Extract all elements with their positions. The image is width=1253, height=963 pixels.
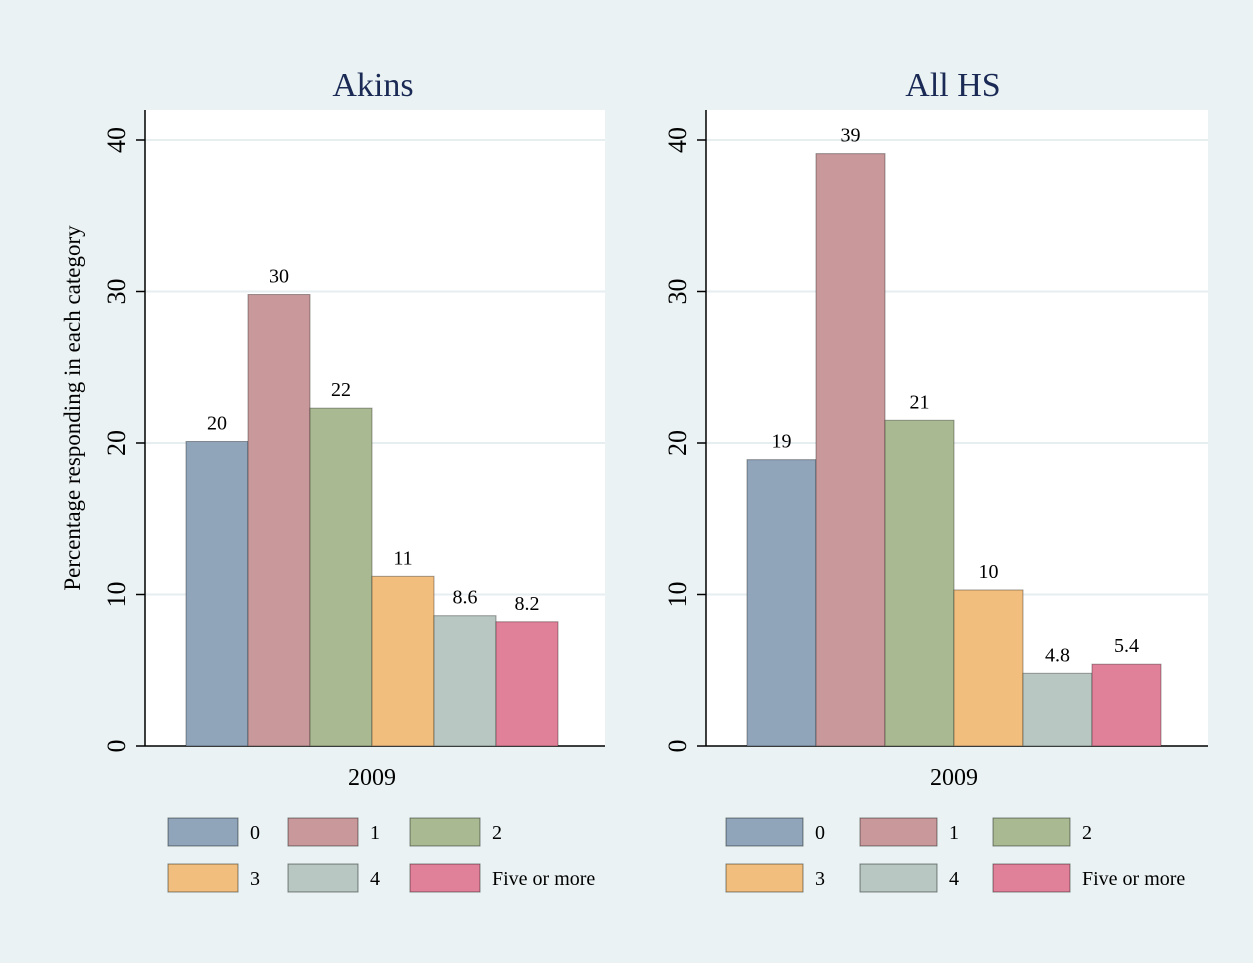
legend-swatch: [287, 863, 359, 893]
legend-label: 1: [370, 822, 380, 844]
bar-0: [746, 459, 817, 747]
bar-value-label: 4.8: [1045, 644, 1070, 666]
category-label: 2009: [930, 765, 978, 791]
y-tick-label: 30: [663, 279, 692, 305]
legend-swatch: [859, 863, 938, 893]
bar-value-label: 39: [841, 125, 861, 147]
legend-swatch: [725, 817, 804, 847]
chart-panel-2: 0 10 20 30 40 All HS 19 39 21 10 4.8 5.4 2009 0 1 2 3 4 Fi…: [663, 67, 1208, 893]
bar-five-or-more: [1091, 663, 1162, 747]
bar-five-or-more: [495, 621, 559, 747]
bar-value-label: 5.4: [1114, 635, 1139, 657]
legend-label: 0: [250, 822, 260, 844]
bar-value-label: 19: [772, 431, 792, 453]
legend-swatch: [859, 817, 938, 847]
y-tick-label: 20: [102, 430, 131, 456]
legend-swatch: [167, 817, 239, 847]
y-tick-label: 10: [102, 582, 131, 608]
legend-label: 1: [949, 822, 959, 844]
y-axis-title: Percentage responding in each category: [60, 225, 85, 591]
category-label: 2009: [348, 765, 396, 791]
y-tick-label: 40: [102, 127, 131, 153]
legend-swatch: [992, 863, 1071, 893]
y-tick-label: 0: [663, 740, 692, 753]
bar-value-label: 11: [393, 547, 412, 569]
legend-swatch: [992, 817, 1071, 847]
bar-3: [371, 575, 435, 747]
legend-label: 0: [815, 822, 825, 844]
legend-swatch: [409, 817, 481, 847]
panel-title: All HS: [905, 67, 1000, 104]
legend-swatch: [287, 817, 359, 847]
bar-value-label: 30: [269, 266, 289, 288]
legend: 0 1 2 3 4 Five or more: [167, 817, 595, 893]
y-tick-label: 20: [663, 430, 692, 456]
bar-value-label: 22: [331, 379, 351, 401]
bar-2: [309, 407, 373, 747]
legend-swatch: [725, 863, 804, 893]
legend-label: 4: [949, 868, 959, 890]
legend-label: 2: [1082, 822, 1092, 844]
bar-value-label: 10: [979, 561, 999, 583]
bar-4: [433, 615, 497, 747]
bar-3: [953, 589, 1024, 747]
bar-0: [185, 440, 249, 747]
bar-1: [815, 153, 886, 747]
bar-1: [247, 294, 311, 747]
legend-swatch: [167, 863, 239, 893]
panel-title: Akins: [332, 67, 413, 104]
bar-2: [884, 419, 955, 747]
y-tick-label: 40: [663, 127, 692, 153]
y-tick-label: 10: [663, 582, 692, 608]
bar-value-label: 8.2: [515, 593, 540, 615]
legend-label: 3: [250, 868, 260, 890]
legend-label: Five or more: [1082, 868, 1185, 890]
legend-label: 2: [492, 822, 502, 844]
legend-swatch: [409, 863, 481, 893]
bar-value-label: 20: [207, 412, 227, 434]
legend: 0 1 2 3 4 Five or more: [725, 817, 1185, 893]
legend-label: 4: [370, 868, 380, 890]
y-tick-label: 0: [102, 740, 131, 753]
y-tick-label: 30: [102, 279, 131, 305]
bar-value-label: 8.6: [453, 587, 478, 609]
legend-label: 3: [815, 868, 825, 890]
bar-value-label: 21: [910, 391, 930, 413]
bar-4: [1022, 672, 1093, 747]
legend-label: Five or more: [492, 868, 595, 890]
